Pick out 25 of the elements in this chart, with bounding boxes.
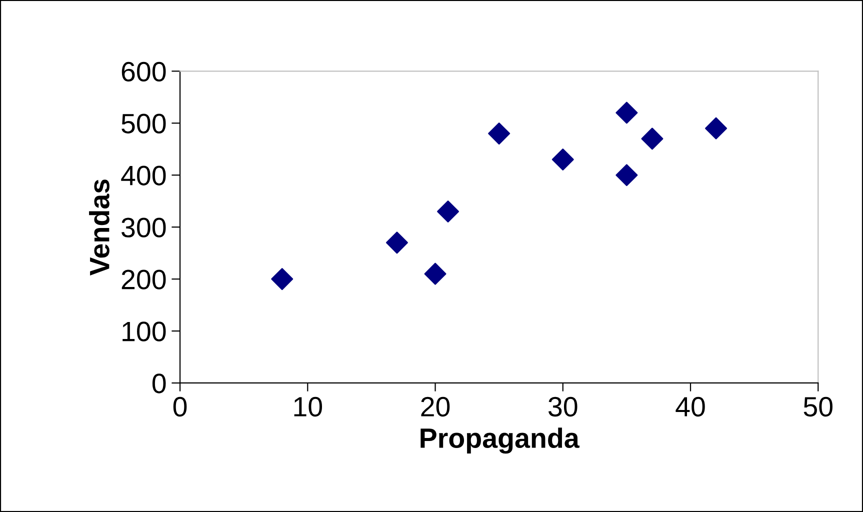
x-tick-label: 10 [294,396,322,417]
y-axis-title: Vendas [89,180,110,276]
point [705,117,728,140]
y-tick-label: 100 [122,322,166,342]
x-tick-label: 30 [548,396,578,417]
point [488,122,510,145]
point [552,148,574,171]
point [424,262,446,285]
point [271,268,294,290]
point [386,232,408,254]
point [616,164,638,186]
x-tick-label: 0 [173,396,187,417]
y-tick-label: 600 [122,62,166,82]
point [641,128,664,150]
x-tick-label: 40 [676,396,705,417]
x-axis-title: Propaganda [420,428,580,454]
point [616,102,638,124]
y-tick-label: 200 [122,270,166,290]
y-tick-label: 500 [122,114,166,134]
x-tick-label: 20 [421,396,450,417]
y-tick-label: 0 [152,374,166,394]
x-tick-label: 50 [804,396,832,417]
y-tick-label: 300 [122,218,166,238]
y-tick-label: 400 [121,166,166,186]
point [437,200,460,222]
